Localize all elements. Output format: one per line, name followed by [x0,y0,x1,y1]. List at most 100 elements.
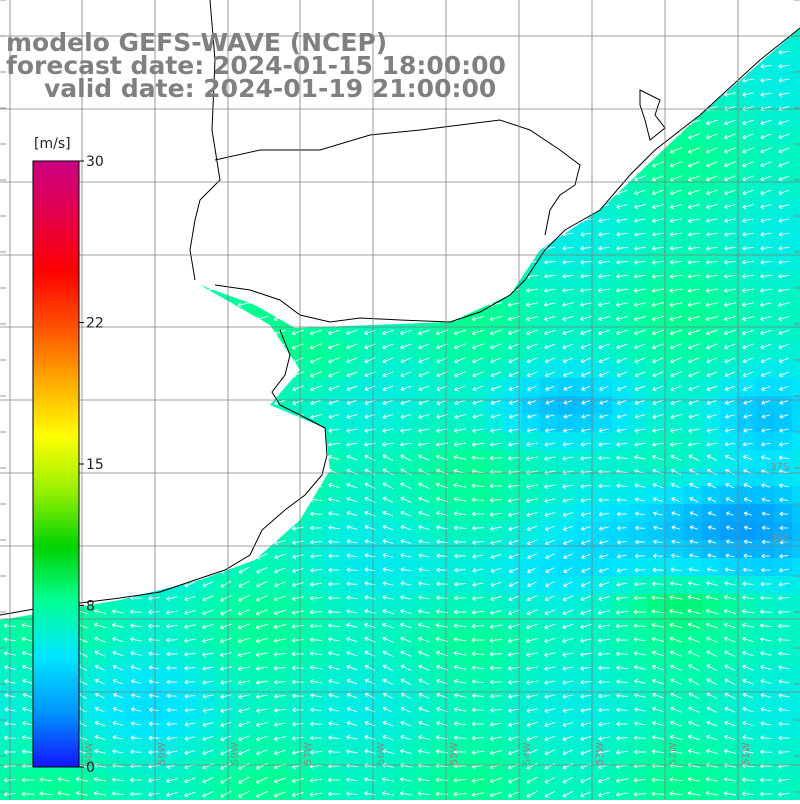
field-cell [648,486,667,505]
wind-arrow [490,385,502,392]
wind-arrow [418,539,430,544]
wind-arrow [544,288,556,293]
field-cell [504,702,523,721]
wind-arrow [598,526,609,531]
field-cell [288,666,307,685]
field-cell [450,630,469,649]
field-cell [792,198,800,217]
field-cell [792,720,800,739]
wind-arrow [508,526,520,532]
field-cell [324,378,343,397]
field-cell [504,342,523,361]
field-cell [414,594,433,613]
field-cell [252,612,271,631]
field-cell [162,612,181,631]
wind-arrow [328,567,340,573]
wind-arrow [292,526,304,531]
wind-arrow [382,567,394,572]
field-cell [612,360,631,379]
wind-arrow [778,245,790,251]
wind-arrow [652,343,664,350]
wind-arrow [742,273,754,279]
wind-arrow [328,357,340,364]
field-cell [360,360,379,379]
wind-arrow [617,400,627,405]
wind-arrow [634,442,646,447]
field-cell [630,288,649,307]
wind-arrow [760,175,772,182]
wind-arrow [616,259,628,265]
wind-arrow [328,428,340,433]
field-cell [486,630,505,649]
field-cell [324,360,343,379]
wind-arrow [688,399,700,406]
field-cell [738,576,757,595]
field-cell [468,414,487,433]
field-cell [720,216,739,235]
field-cell [144,684,163,703]
field-cell [558,774,577,793]
field-cell [792,684,800,703]
field-cell [414,720,433,739]
wind-arrow [471,610,484,615]
field-cell [720,684,739,703]
field-cell [630,180,649,199]
wind-arrow [525,316,538,322]
field-cell [720,144,739,163]
wind-arrow [761,525,770,531]
field-cell [630,666,649,685]
field-cell [774,450,793,469]
wind-arrow [454,414,466,420]
field-cell [738,702,757,721]
wind-arrow [669,343,682,350]
wind-arrow [617,539,627,545]
wind-arrow [743,497,753,502]
wind-arrow [779,428,789,433]
wind-arrow [112,609,124,614]
field-cell [378,576,397,595]
wind-arrow [508,553,519,560]
wind-arrow [581,553,591,559]
wind-arrow [382,622,394,629]
wind-arrow [725,468,735,475]
field-cell [324,774,343,793]
wind-arrow [454,553,466,559]
field-cell [630,540,649,559]
wind-arrow [778,316,790,322]
field-cell [162,774,181,793]
field-cell [378,486,397,505]
field-cell [792,414,800,433]
field-cell [774,126,793,145]
wind-arrow [508,428,520,433]
field-cell [468,540,487,559]
field-cell [234,630,253,649]
wind-arrow [436,399,448,406]
wind-arrow [580,302,592,307]
wind-arrow [130,609,142,615]
field-cell [324,792,343,804]
wind-arrow [669,175,682,182]
wind-arrow [292,540,304,545]
field-cell [666,576,685,595]
field-cell [774,270,793,289]
wind-arrow [526,329,538,336]
field-cell [720,666,739,685]
wind-arrow [778,609,790,615]
field-cell [468,468,487,487]
field-cell [468,342,487,361]
wind-arrow [526,609,538,616]
field-cell [162,720,181,739]
wind-arrow [634,483,646,488]
wind-arrow [616,455,628,461]
wind-arrow [471,497,485,503]
field-cell [504,558,523,577]
field-cell [162,684,181,703]
field-cell [738,396,757,415]
field-cell [432,576,451,595]
field-cell [702,324,721,343]
field-cell [576,702,595,721]
field-cell [756,306,775,325]
field-cell [414,558,433,577]
wind-arrow [706,371,718,378]
wind-arrow [687,245,700,251]
